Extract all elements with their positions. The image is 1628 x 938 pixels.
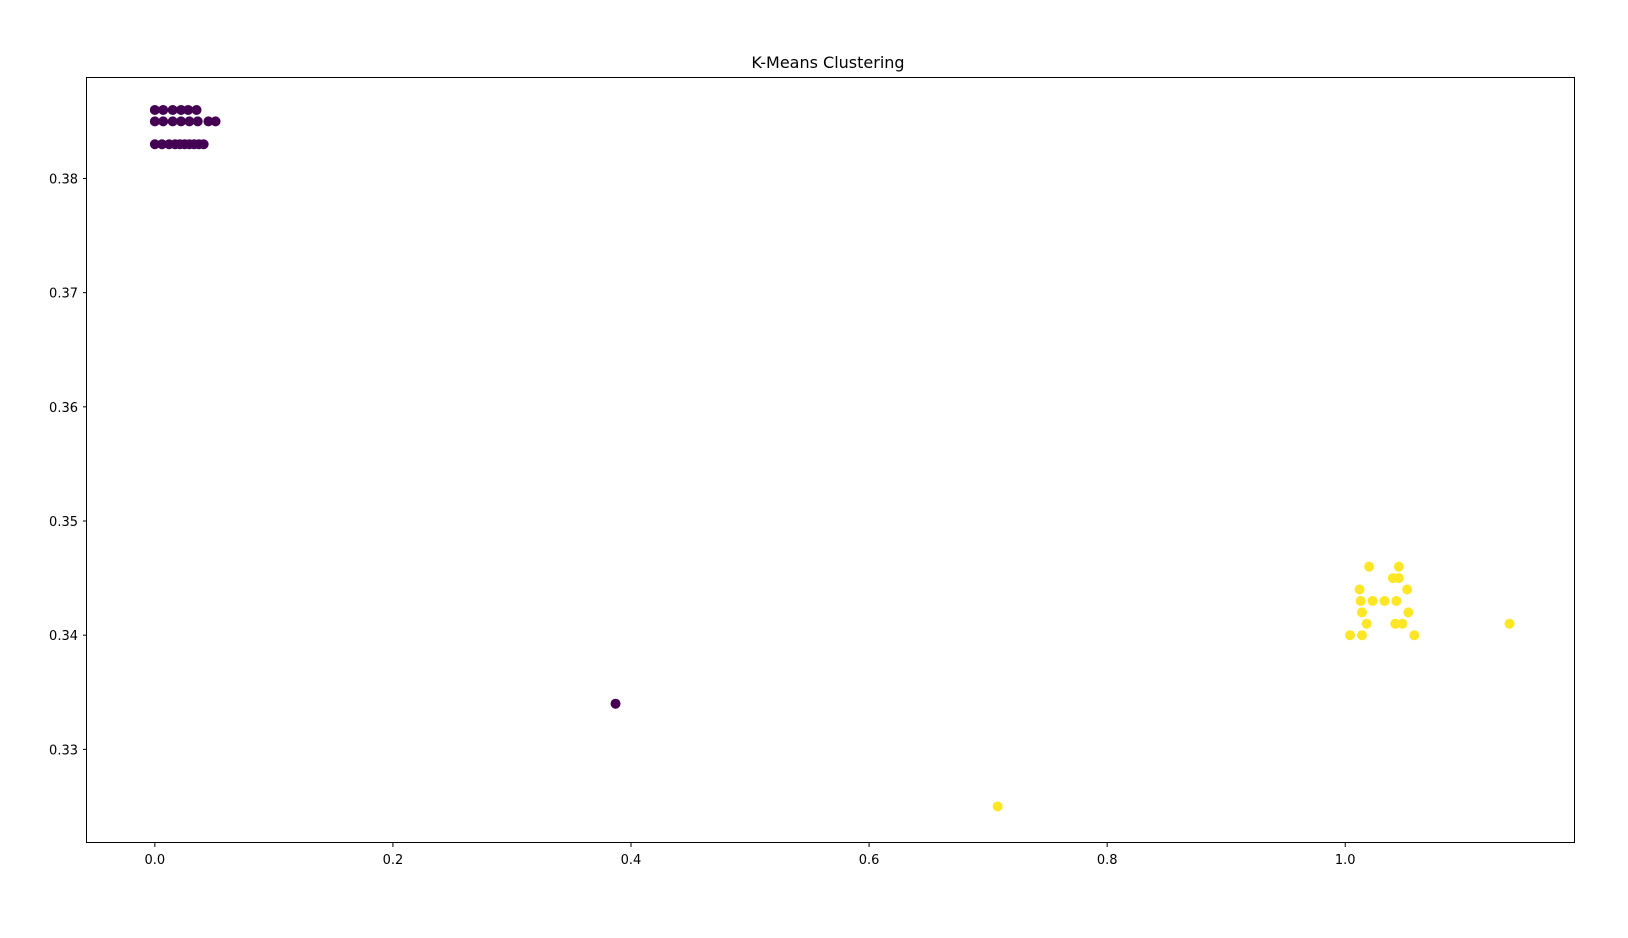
x-tick-label: 0.2: [383, 853, 404, 868]
scatter-point-cluster-1: [1402, 584, 1413, 595]
scatter-point-cluster-1: [1397, 618, 1408, 629]
scatter-point-cluster-0: [610, 698, 621, 709]
scatter-point-cluster-1: [1379, 595, 1390, 606]
scatter-point-cluster-1: [1403, 607, 1414, 618]
scatter-point-cluster-0: [149, 139, 160, 150]
y-tick-label: 0.35: [49, 515, 78, 530]
y-tick-label: 0.37: [49, 287, 78, 302]
y-tick-label: 0.36: [49, 401, 78, 416]
scatter-point-cluster-0: [167, 104, 178, 115]
scatter-point-cluster-1: [1364, 561, 1375, 572]
x-tick-label: 0.4: [621, 853, 642, 868]
scatter-point-cluster-1: [1354, 584, 1365, 595]
scatter-point-cluster-0: [176, 104, 187, 115]
scatter-point-cluster-0: [198, 139, 209, 150]
scatter-point-cluster-0: [203, 116, 214, 127]
scatter-point-cluster-0: [167, 116, 178, 127]
scatter-points: [149, 104, 1515, 812]
scatter-point-cluster-1: [1393, 561, 1404, 572]
y-tick-label: 0.34: [49, 629, 78, 644]
scatter-point-cluster-1: [992, 801, 1003, 812]
x-tick-label: 0.6: [859, 853, 880, 868]
scatter-point-cluster-0: [158, 116, 169, 127]
x-tick-label: 1.0: [1335, 853, 1356, 868]
scatter-point-cluster-1: [1393, 573, 1404, 584]
scatter-point-cluster-0: [149, 116, 160, 127]
scatter-point-cluster-1: [1345, 630, 1356, 641]
x-axis: 0.0 0.2 0.4 0.6 0.8 1.0: [145, 843, 1356, 868]
chart-title: K-Means Clustering: [751, 53, 904, 72]
scatter-point-cluster-1: [1504, 618, 1515, 629]
y-axis: 0.33 0.34 0.35 0.36 0.37 0.38: [49, 172, 87, 758]
scatter-point-cluster-0: [184, 116, 195, 127]
scatter-point-cluster-1: [1391, 595, 1402, 606]
scatter-point-cluster-1: [1409, 630, 1420, 641]
scatter-point-cluster-0: [149, 104, 160, 115]
scatter-point-cluster-0: [176, 116, 187, 127]
scatter-point-cluster-1: [1367, 595, 1378, 606]
y-tick-label: 0.38: [49, 172, 78, 187]
scatter-point-cluster-1: [1361, 618, 1372, 629]
x-tick-label: 0.0: [145, 853, 166, 868]
scatter-point-cluster-1: [1356, 630, 1367, 641]
scatter-point-cluster-0: [158, 104, 169, 115]
scatter-point-cluster-0: [183, 104, 194, 115]
y-tick-label: 0.33: [49, 743, 78, 758]
scatter-point-cluster-0: [156, 139, 167, 150]
scatter-point-cluster-1: [1390, 618, 1401, 629]
scatter-point-cluster-0: [191, 104, 202, 115]
scatter-point-cluster-1: [1356, 607, 1367, 618]
scatter-point-cluster-1: [1355, 595, 1366, 606]
plot-area-frame: [86, 77, 1575, 843]
scatter-point-cluster-0: [192, 116, 203, 127]
scatter-point-cluster-0: [210, 116, 221, 127]
x-tick-label: 0.8: [1097, 853, 1118, 868]
